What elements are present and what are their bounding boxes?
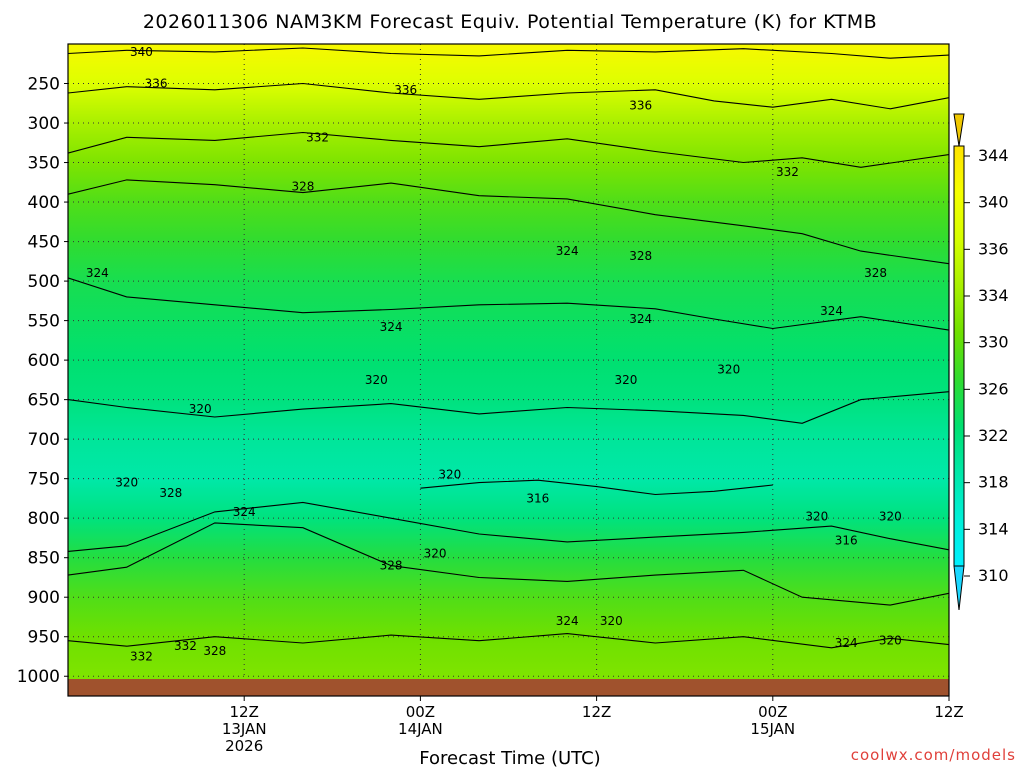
contour-label: 320 — [879, 634, 902, 648]
contour-label: 324 — [556, 244, 579, 258]
chart-title: 2026011306 NAM3KM Forecast Equiv. Potent… — [143, 11, 877, 33]
contour-label: 320 — [600, 614, 623, 628]
contour-lines — [68, 47, 949, 649]
contour-label: 320 — [879, 510, 902, 524]
contour-label: 320 — [615, 373, 638, 387]
contour-label: 324 — [835, 636, 858, 650]
x-tick-label: 00Z — [406, 703, 435, 721]
contour-label: 332 — [130, 649, 153, 663]
contour-label: 316 — [526, 491, 549, 505]
y-tick-label: 950 — [28, 628, 60, 648]
contour-label: 320 — [424, 547, 447, 561]
contour-label: 328 — [864, 266, 887, 280]
colorbar-tick-label: 336 — [978, 239, 1009, 258]
y-tick-label: 1000 — [17, 667, 60, 687]
colorbar-tick-label: 344 — [978, 146, 1009, 165]
contour-label: 328 — [159, 486, 182, 500]
y-tick-label: 350 — [28, 154, 60, 174]
y-tick-label: 750 — [28, 470, 60, 490]
contour-label: 320 — [365, 373, 388, 387]
contour-label: 324 — [820, 304, 843, 318]
contour-320 — [68, 391, 949, 424]
y-axis: 250 300 350 400 450 500 550 600 650 700 750 800 850 9… — [17, 75, 68, 687]
contour-label: 336 — [394, 83, 417, 97]
contour-label: 316 — [835, 533, 858, 547]
y-tick-label: 900 — [28, 588, 60, 608]
contour-340 — [68, 47, 949, 59]
y-tick-label: 300 — [28, 114, 60, 134]
ground-strip — [68, 679, 949, 696]
contour-328 — [68, 179, 949, 265]
contour-label: 328 — [380, 559, 403, 573]
colorbar-gradient-bar — [953, 145, 965, 567]
contour-324 — [68, 501, 949, 552]
y-tick-label: 850 — [28, 549, 60, 569]
theta-e-field — [68, 44, 949, 696]
x-tick-label: 12Z — [934, 703, 963, 721]
contour-332 — [68, 633, 949, 649]
contour-label: 328 — [629, 249, 652, 263]
plot-area: 340 336 336 336 332 332 328 328 328 324 324 324 324 3… — [68, 44, 949, 696]
y-tick-label: 700 — [28, 430, 60, 450]
contour-label: 340 — [130, 45, 153, 59]
y-tick-label: 450 — [28, 233, 60, 253]
contour-324 — [68, 277, 949, 331]
contour-label: 324 — [556, 614, 579, 628]
contour-336 — [68, 82, 949, 110]
colorbar-tick-label: 322 — [978, 426, 1009, 445]
y-tick-label: 250 — [28, 75, 60, 95]
x-tick-label: 13JAN — [222, 720, 267, 738]
y-tick-label: 400 — [28, 193, 60, 213]
contour-label: 320 — [115, 476, 138, 490]
y-tick-label: 550 — [28, 312, 60, 332]
credit-watermark: coolwx.com/models — [851, 746, 1016, 764]
contour-label: 332 — [776, 165, 799, 179]
colorbar-labels: 344 340 336 334 330 326 322 318 314 310 — [964, 146, 1009, 585]
colorbar-under-triangle — [953, 565, 965, 611]
colorbar-tick-label: 330 — [978, 333, 1009, 352]
x-tick-label: 00Z — [758, 703, 787, 721]
colorbar-over-triangle — [953, 113, 965, 147]
contour-label: 320 — [717, 363, 740, 377]
y-tick-label: 650 — [28, 391, 60, 411]
contour-label: 324 — [86, 266, 109, 280]
colorbar-tick-label: 326 — [978, 379, 1009, 398]
contour-label: 328 — [291, 179, 314, 193]
x-axis-label: Forecast Time (UTC) — [419, 748, 600, 768]
colorbar-tick-label: 318 — [978, 473, 1009, 492]
contour-label: 328 — [203, 644, 226, 658]
x-tick-label: 12Z — [582, 703, 611, 721]
contour-label: 332 — [174, 639, 197, 653]
x-tick-label: 12Z — [230, 703, 259, 721]
contour-label: 332 — [306, 130, 329, 144]
contour-label: 336 — [629, 99, 652, 113]
colorbar-tick-label: 340 — [978, 193, 1009, 212]
x-tick-label: 15JAN — [750, 720, 795, 738]
y-tick-label: 600 — [28, 351, 60, 371]
colorbar-tick-label: 334 — [978, 286, 1009, 305]
colorbar-tick-label: 314 — [978, 519, 1009, 538]
y-tick-label: 800 — [28, 509, 60, 529]
contour-label: 324 — [233, 505, 256, 519]
x-tick-label: 14JAN — [398, 720, 443, 738]
contour-label: 320 — [805, 510, 828, 524]
contour-316 — [420, 479, 773, 496]
contour-332 — [68, 131, 949, 168]
colorbar: 344 340 336 334 330 326 322 318 314 310 — [953, 113, 1009, 611]
plot-border — [67, 43, 950, 697]
contour-label: 324 — [629, 312, 652, 326]
contour-label: 320 — [189, 402, 212, 416]
contour-label: 324 — [380, 320, 403, 334]
contour-labels: 340 336 336 336 332 332 328 328 328 324 324 324 324 3… — [86, 45, 902, 664]
x-tick-label: 2026 — [225, 737, 263, 755]
colorbar-tick-label: 310 — [978, 566, 1009, 585]
grid-lines — [68, 44, 949, 696]
contour-328 — [68, 522, 949, 606]
contour-label: 336 — [145, 77, 168, 91]
y-tick-label: 500 — [28, 272, 60, 292]
contour-label: 320 — [438, 468, 461, 482]
